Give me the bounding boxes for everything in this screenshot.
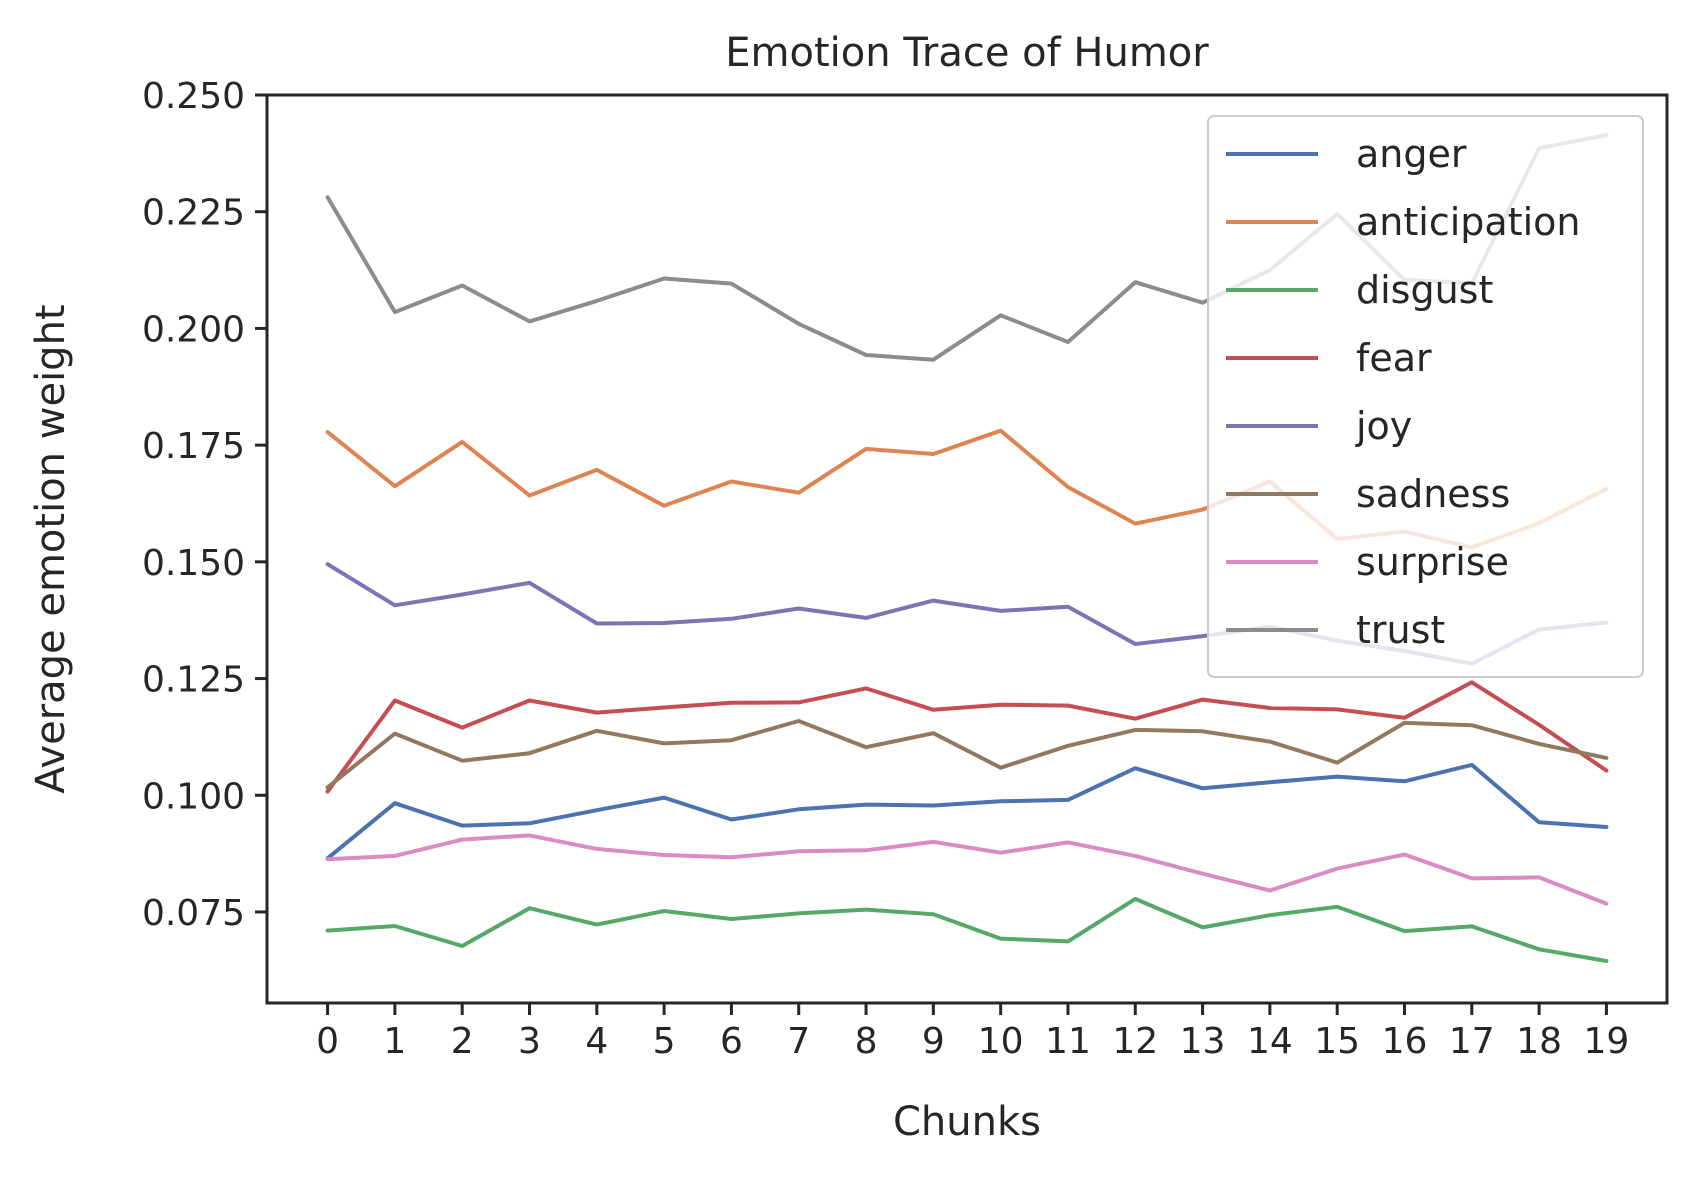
- y-axis: 0.075 0.100 0.125 0.150 0.175 0.200 0.225 0.250: [142, 76, 267, 934]
- legend-label-sadness: sadness: [1356, 472, 1510, 516]
- y-tick-label: 0.250: [142, 76, 245, 117]
- y-tick-label: 0.125: [142, 660, 245, 701]
- x-tick-label: 14: [1247, 1021, 1293, 1062]
- x-tick-label: 10: [978, 1021, 1024, 1062]
- x-axis: 0 1 2 3 4 5 6 7 8 9 10 11 12 13 14 15 16 17 18 19: [316, 1003, 1629, 1062]
- plot-frame: [265, 93, 1669, 1005]
- x-tick-label: 7: [787, 1021, 810, 1062]
- x-tick-label: 19: [1584, 1021, 1630, 1062]
- legend-label-anticipation: anticipation: [1356, 200, 1580, 244]
- y-tick-label: 0.200: [142, 309, 245, 350]
- x-tick-label: 13: [1180, 1021, 1226, 1062]
- legend-box: [1207, 115, 1644, 678]
- series-line-anger: [325, 762, 1609, 861]
- series-line-sadness: [325, 719, 1609, 790]
- x-tick-label: 2: [451, 1021, 474, 1062]
- x-axis-label: Chunks: [893, 1099, 1041, 1145]
- x-tick-label: 4: [585, 1021, 608, 1062]
- x-tick-label: 18: [1516, 1021, 1562, 1062]
- x-tick-label: 6: [720, 1021, 743, 1062]
- x-tick-label: 12: [1112, 1021, 1158, 1062]
- legend-label-anger: anger: [1356, 132, 1467, 176]
- series-line-surprise: [325, 833, 1609, 906]
- legend: anger anticipation disgust fear joy sadness su…: [1207, 115, 1644, 678]
- legend-label-disgust: disgust: [1356, 268, 1493, 312]
- x-tick-label: 11: [1045, 1021, 1091, 1062]
- y-tick-label: 0.075: [142, 893, 245, 934]
- y-tick-label: 0.150: [142, 543, 245, 584]
- y-tick-label: 0.225: [142, 193, 245, 234]
- y-tick-label: 0.175: [142, 426, 245, 467]
- y-axis-label: Average emotion weight: [28, 304, 74, 793]
- chart-title: Emotion Trace of Humor: [725, 30, 1209, 76]
- x-tick-label: 16: [1382, 1021, 1428, 1062]
- legend-label-surprise: surprise: [1356, 540, 1509, 584]
- series-line-disgust: [325, 896, 1609, 963]
- x-tick-label: 17: [1449, 1021, 1495, 1062]
- series-lines: [325, 133, 1609, 963]
- y-tick-label: 0.100: [142, 776, 245, 817]
- x-tick-label: 5: [653, 1021, 676, 1062]
- x-tick-label: 0: [316, 1021, 339, 1062]
- legend-label-joy: joy: [1355, 404, 1412, 448]
- x-tick-label: 9: [922, 1021, 945, 1062]
- x-tick-label: 3: [518, 1021, 541, 1062]
- legend-label-trust: trust: [1356, 608, 1445, 652]
- series-line-fear: [325, 680, 1609, 794]
- x-tick-label: 1: [383, 1021, 406, 1062]
- x-tick-label: 15: [1314, 1021, 1360, 1062]
- legend-label-fear: fear: [1356, 336, 1432, 380]
- x-tick-label: 8: [855, 1021, 878, 1062]
